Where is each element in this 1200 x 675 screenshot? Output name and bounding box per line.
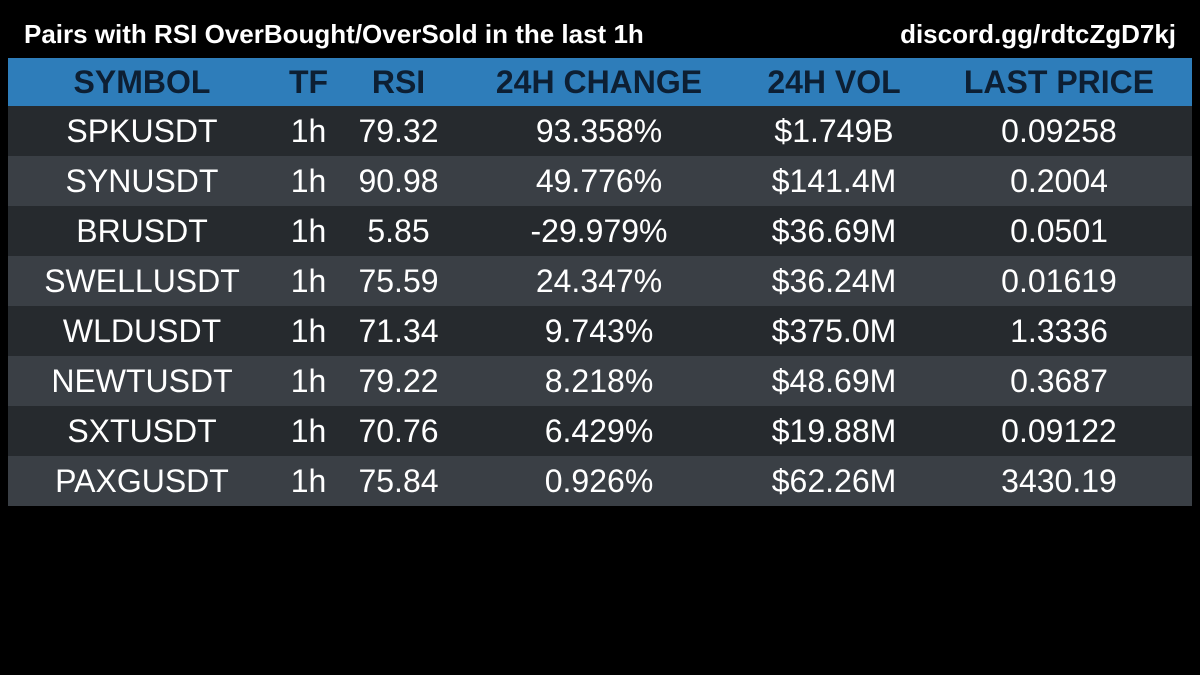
cell-24h-vol: $48.69M [771,362,897,399]
header-bar: Pairs with RSI OverBought/OverSold in th… [24,14,1176,54]
cell-last-price: 1.3336 [1010,312,1108,349]
rsi-pairs-table: SYMBOL TF RSI 24H CHANGE 24H VOL LAST PR… [8,58,1192,506]
column-header-24h-change[interactable]: 24H CHANGE [495,63,703,100]
cell-last-price: 0.09122 [1001,412,1117,449]
cell-rsi: 79.22 [358,362,439,399]
table-row[interactable]: SYNUSDT 1h 90.98 49.776% $141.4M 0.2004 [8,156,1192,206]
cell-rsi: 75.84 [358,462,439,499]
table-row[interactable]: SWELLUSDT 1h 75.59 24.347% $36.24M 0.01619 [8,256,1192,306]
cell-rsi: 70.76 [358,412,439,449]
cell-tf: 1h [290,162,327,199]
table-body: SPKUSDT 1h 79.32 93.358% $1.749B 0.09258 SYNUS… [8,106,1192,506]
cell-last-price: 0.2004 [1010,162,1108,199]
cell-symbol: NEWTUSDT [51,362,233,399]
column-header-24h-vol[interactable]: 24H VOL [767,63,901,100]
cell-rsi: 5.85 [367,212,430,249]
column-header-tf[interactable]: TF [288,63,329,100]
cell-24h-change: 93.358% [535,112,663,149]
cell-rsi: 71.34 [358,312,439,349]
cell-24h-vol: $19.88M [771,412,897,449]
cell-symbol: SYNUSDT [65,162,219,199]
cell-last-price: 0.3687 [1010,362,1108,399]
cell-tf: 1h [290,462,327,499]
cell-24h-vol: $375.0M [771,312,897,349]
table-row[interactable]: SPKUSDT 1h 79.32 93.358% $1.749B 0.09258 [8,106,1192,156]
column-header-rsi[interactable]: RSI [371,63,426,100]
cell-24h-change: 0.926% [544,462,654,499]
discord-link[interactable]: discord.gg/rdtcZgD7kj [900,18,1176,49]
cell-symbol: BRUSDT [76,212,208,249]
cell-tf: 1h [290,112,327,149]
cell-symbol: PAXGUSDT [55,462,229,499]
cell-last-price: 3430.19 [1001,462,1117,499]
cell-tf: 1h [290,312,327,349]
cell-rsi: 75.59 [358,262,439,299]
cell-tf: 1h [290,362,327,399]
cell-tf: 1h [290,262,327,299]
cell-rsi: 90.98 [358,162,439,199]
cell-last-price: 0.09258 [1001,112,1117,149]
cell-tf: 1h [290,412,327,449]
cell-symbol: SPKUSDT [66,112,218,149]
cell-tf: 1h [290,212,327,249]
cell-24h-change: -29.979% [530,212,668,249]
cell-symbol: SWELLUSDT [44,262,240,299]
cell-symbol: WLDUSDT [62,312,222,349]
table-header-row: SYMBOL TF RSI 24H CHANGE 24H VOL LAST PR… [8,58,1192,106]
cell-24h-change: 24.347% [535,262,663,299]
cell-24h-change: 6.429% [544,412,654,449]
table-row[interactable]: PAXGUSDT 1h 75.84 0.926% $62.26M 3430.19 [8,456,1192,506]
table-row[interactable]: WLDUSDT 1h 71.34 9.743% $375.0M 1.3336 [8,306,1192,356]
column-header-last-price[interactable]: LAST PRICE [963,63,1155,100]
cell-last-price: 0.0501 [1010,212,1108,249]
cell-24h-vol: $141.4M [771,162,897,199]
cell-24h-vol: $62.26M [771,462,897,499]
cell-last-price: 0.01619 [1001,262,1117,299]
column-header-symbol[interactable]: SYMBOL [73,63,211,100]
cell-24h-vol: $36.24M [771,262,897,299]
table-row[interactable]: BRUSDT 1h 5.85 -29.979% $36.69M 0.0501 [8,206,1192,256]
cell-rsi: 79.32 [358,112,439,149]
cell-24h-vol: $1.749B [774,112,894,149]
page-title: Pairs with RSI OverBought/OverSold in th… [24,18,644,49]
cell-symbol: SXTUSDT [67,412,217,449]
table-row[interactable]: NEWTUSDT 1h 79.22 8.218% $48.69M 0.3687 [8,356,1192,406]
cell-24h-vol: $36.69M [771,212,897,249]
cell-24h-change: 49.776% [535,162,663,199]
cell-24h-change: 8.218% [544,362,654,399]
cell-24h-change: 9.743% [544,312,654,349]
table-row[interactable]: SXTUSDT 1h 70.76 6.429% $19.88M 0.09122 [8,406,1192,456]
